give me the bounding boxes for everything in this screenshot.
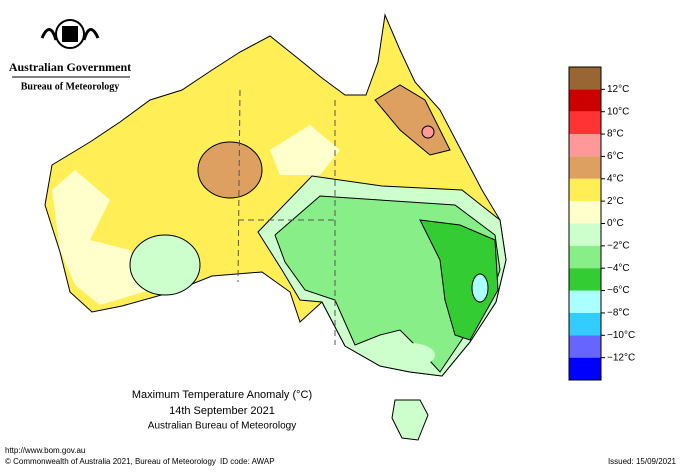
legend-label: 12°C [607,84,629,95]
map-title: Maximum Temperature Anomaly (°C) [132,389,312,401]
legend-swatch [569,111,601,135]
legend-label: −2°C [607,240,630,251]
legend-label: 4°C [607,173,624,184]
legend-label: 10°C [607,106,629,117]
legend-swatch [569,357,601,380]
legend-swatch [569,201,601,224]
bureau: Bureau of Meteorology [21,81,120,92]
legend-label: −6°C [607,285,630,296]
map-date: 14th September 2021 [169,405,275,417]
legend-swatch [569,156,601,179]
legend-swatch [569,312,601,336]
legend-swatch [569,335,601,358]
map [44,13,507,441]
legend-label: −8°C [607,308,630,319]
coat-of-arms [40,19,100,49]
light-yellow-central [270,125,340,175]
footer-id: ID code: AWAP [220,457,275,466]
legend-swatch [569,89,601,112]
legend-swatch [569,67,601,90]
footer-issued: Issued: 15/09/2021 [608,457,677,466]
light-green-west [129,234,201,296]
legend-swatch [569,290,601,313]
legend-swatch [569,178,601,202]
footer-url: http://www.bom.gov.au [5,446,85,455]
legend-swatch [569,223,601,246]
tasmania [391,399,429,441]
cyan-patch [471,273,489,303]
legend-label: 6°C [607,151,624,162]
legend-label: 0°C [607,218,624,229]
footer-copyright: © Commonwealth of Australia 2021, Bureau… [5,457,216,466]
government: Australian Government [9,60,131,74]
dark-green-east [419,219,499,341]
pink-patch [421,125,435,139]
light-yellow-west [52,170,150,305]
legend-label: −10°C [607,330,635,341]
legend-swatch [569,268,601,291]
orange-central [197,141,263,199]
legend-label: −4°C [607,263,630,274]
light-green-south [385,343,435,367]
legend-swatch [569,134,601,157]
legend: 12°C 10°C 8°C 6°C 4°C 2°C 0°C −2°C −4°C −6°C −8°C −… [568,66,635,381]
state-borders [237,89,336,345]
legend-swatch [569,245,601,269]
legend-label: 2°C [607,196,624,207]
map-source: Australian Bureau of Meteorology [148,421,296,432]
legend-label: −12°C [607,352,635,363]
legend-label: 8°C [607,129,624,140]
